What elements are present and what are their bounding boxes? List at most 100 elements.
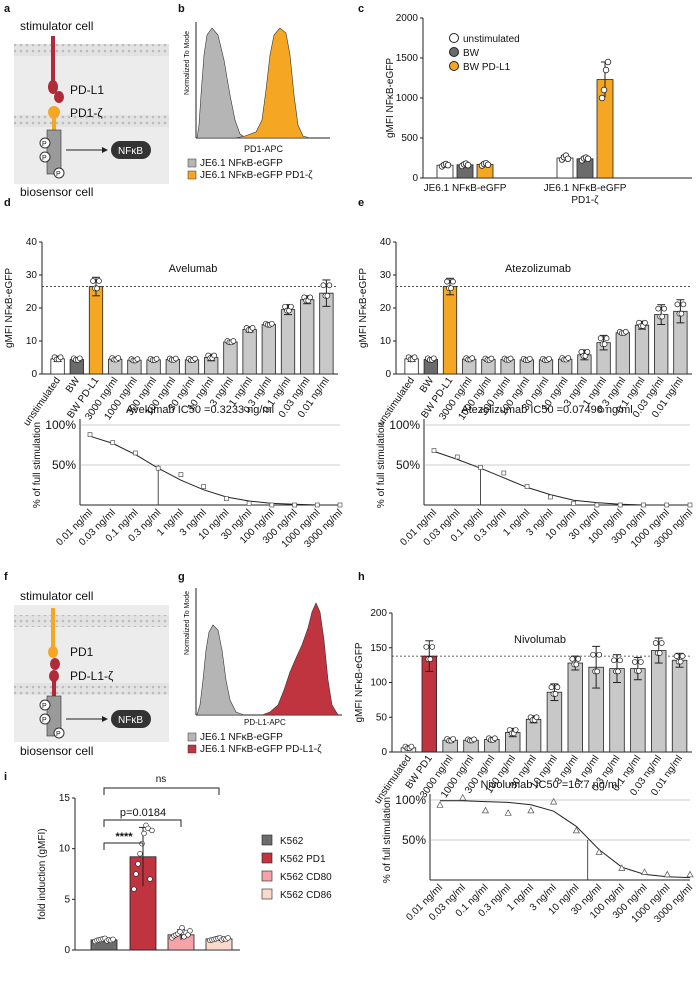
panel-letter-e: e (358, 197, 364, 209)
legend-label-control: JE6.1 NFκB-eGFP (200, 158, 283, 169)
bar (261, 324, 276, 375)
y-tick-label: 50% (52, 458, 76, 472)
legend-swatch (261, 888, 273, 900)
biosensor-cell-label: biosensor cell (20, 185, 93, 199)
y-axis-label: gMFI NFκB-eGFP (358, 268, 369, 348)
data-point (320, 282, 327, 289)
y-axis-label: gMFI NFκB-eGFP (354, 642, 365, 722)
data-point (533, 714, 540, 721)
phospho-label: P (56, 731, 61, 738)
bar (615, 332, 630, 375)
data-point (617, 657, 623, 664)
legend-label: K562 CD80 (280, 872, 332, 883)
y-tick-label: 10 (59, 844, 71, 855)
data-point (590, 651, 596, 658)
legend-swatch (449, 33, 459, 43)
y-tick-label: 0 (412, 173, 418, 184)
data-point (677, 658, 684, 665)
data-point (178, 472, 184, 477)
data-point (604, 58, 612, 66)
data-point (411, 354, 418, 361)
panel-letter-b: b (178, 3, 185, 15)
chart-title: Atezolizumab (505, 263, 571, 275)
data-point (572, 826, 580, 834)
legend-swatch-control (187, 158, 197, 168)
histogram-control (196, 624, 245, 716)
data-point (149, 827, 155, 834)
pdl1-domain (54, 91, 64, 103)
data-point (594, 668, 600, 675)
data-point (673, 653, 680, 659)
pd1-stalk (52, 112, 56, 132)
y-tick-label: 20 (26, 303, 38, 314)
data-point (408, 743, 415, 750)
panel-b-histogram: Normalized To Mode PD1-APC JE6.1 NFκB-eG… (184, 22, 330, 181)
phospho-site (39, 699, 51, 711)
y-tick-label: 40 (26, 237, 38, 248)
data-point (115, 355, 122, 361)
histogram-pdl1-zeta (261, 602, 339, 716)
data-point (471, 736, 477, 743)
data-point (110, 936, 116, 943)
pdl1-stalk (52, 676, 56, 698)
stimulator-cell-label: stimulator cell (20, 19, 93, 33)
y-tick-label: 30 (26, 270, 38, 281)
data-point (504, 809, 512, 816)
significance-label-ns: ns (156, 774, 167, 785)
y-tick-label: 100 (370, 678, 387, 689)
data-point (617, 502, 623, 508)
x-axis-label: PD1-APC (244, 144, 284, 154)
data-point (314, 502, 320, 508)
legend-swatch (261, 852, 273, 864)
legend-swatch-pd1-zeta (187, 170, 197, 180)
data-point (600, 86, 608, 94)
data-point (640, 868, 649, 875)
legend-label: K562 CD86 (280, 890, 332, 901)
stimulator-cell-label: stimulator cell (20, 589, 93, 603)
legend-swatch-control (187, 732, 197, 742)
data-point (571, 501, 576, 506)
data-point (225, 935, 231, 941)
x-axis-label: PD-L1-APC (244, 718, 286, 727)
y-tick-label: 0 (381, 747, 387, 758)
y-tick-label: 20 (380, 303, 392, 314)
data-point (141, 830, 147, 837)
schematic-background (14, 44, 169, 184)
data-point (596, 651, 602, 658)
bar (630, 668, 646, 753)
pdl1-zeta-label: PD-L1-ζ (70, 669, 114, 683)
legend-label-control: JE6.1 NFκB-eGFP (200, 732, 283, 743)
biosensor-cell-label: biosensor cell (20, 744, 93, 758)
data-point (501, 470, 507, 476)
data-point (656, 650, 663, 656)
legend-swatch-pdl1-zeta (187, 744, 197, 754)
y-tick-label: 50% (402, 833, 426, 847)
data-point (546, 355, 552, 362)
data-point (641, 502, 646, 508)
y-tick-label: 50% (396, 458, 420, 472)
data-point (133, 450, 138, 456)
group-label: JE6.1 NFκB-eGFP (544, 183, 627, 194)
stimulator-membrane (14, 44, 169, 56)
data-point (597, 335, 604, 342)
data-point (594, 502, 600, 508)
y-tick-label: 40 (380, 237, 392, 248)
phospho-label: P (42, 141, 47, 148)
data-point (569, 656, 576, 662)
data-point (431, 448, 437, 453)
bar (567, 662, 583, 753)
panel-letter-f: f (4, 571, 8, 583)
data-point (481, 806, 490, 814)
phospho-site (53, 167, 65, 179)
pdl1-domain (48, 80, 58, 94)
panel-letter-d: d (4, 197, 11, 209)
data-point (638, 659, 644, 665)
fit-curve (440, 800, 691, 879)
legend-label: K562 PD1 (280, 854, 326, 865)
bar (280, 309, 296, 375)
legend-label: unstimulated (463, 34, 520, 45)
panel-letter-a: a (4, 3, 11, 15)
data-point (575, 656, 582, 662)
